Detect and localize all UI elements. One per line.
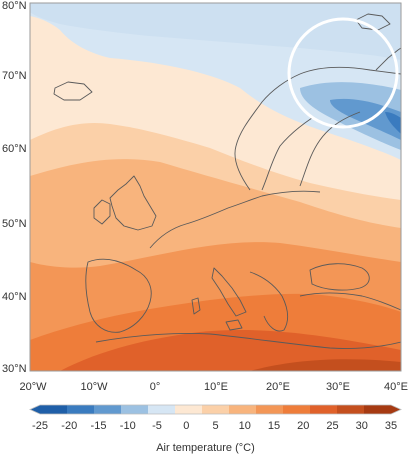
colorbar-swatch xyxy=(256,405,284,414)
colorbar-tick-label: -25 xyxy=(32,420,48,432)
colorbar-swatch xyxy=(148,405,176,414)
colorbar-swatch xyxy=(229,405,257,414)
black-sea xyxy=(309,263,370,291)
colorbar-swatch xyxy=(121,405,149,414)
lat-label-40n: 40°N xyxy=(2,291,27,303)
colorbar-swatch xyxy=(202,405,230,414)
colorbar-swatch xyxy=(364,405,392,414)
svalbard-novaya xyxy=(355,13,391,31)
colorbar-tick-label: -10 xyxy=(119,420,136,432)
colorbar-tick-label: 10 xyxy=(238,420,251,432)
colorbar xyxy=(29,404,402,415)
band-35 xyxy=(250,359,401,371)
colorbar-arrow-high xyxy=(391,405,401,414)
band-minus15 xyxy=(385,112,401,134)
ireland xyxy=(93,199,111,225)
lon-label-20w: 20°W xyxy=(19,381,47,393)
lon-label-0: 0° xyxy=(149,381,161,393)
colorbar-tick-label: -15 xyxy=(90,420,107,432)
western-europe-coast xyxy=(149,190,321,249)
lat-label-80n: 80°N xyxy=(2,0,27,12)
colorbar-swatch xyxy=(175,405,203,414)
north-africa-coast xyxy=(95,333,401,349)
lon-label-10w: 10°W xyxy=(80,381,108,393)
lat-label-60n: 60°N xyxy=(2,143,27,155)
colorbar-tick-label: 20 xyxy=(297,420,310,432)
iceland xyxy=(53,81,93,101)
colorbar-tick-label: 0 xyxy=(183,420,190,432)
finland-coast xyxy=(299,111,361,187)
colorbar-swatch xyxy=(337,405,365,414)
colorbar-tick-label: 15 xyxy=(267,420,281,432)
colorbar-swatch xyxy=(94,405,122,414)
colorbar-swatch xyxy=(283,405,311,414)
colorbar-tick-label: 25 xyxy=(326,420,339,432)
great-britain xyxy=(109,175,157,231)
scandinavia-coast xyxy=(234,66,401,191)
colorbar-swatch xyxy=(40,405,68,414)
colorbar-arrow-low xyxy=(30,405,40,414)
colorbar-frame xyxy=(29,404,402,415)
sweden-baltic-coast xyxy=(261,117,313,191)
balkans-greece xyxy=(249,271,289,332)
band-cold-0 xyxy=(30,3,401,60)
colorbar-title: Air temperature (°C) xyxy=(156,442,255,454)
lon-label-30e: 30°E xyxy=(326,381,350,393)
lat-label-70n: 70°N xyxy=(2,70,27,82)
italy xyxy=(211,267,247,317)
lat-label-50n: 50°N xyxy=(2,218,27,230)
highlight-circle xyxy=(287,17,399,129)
coastlines xyxy=(53,13,401,349)
colorbar-tick-label: -20 xyxy=(61,420,78,432)
colorbar-swatch xyxy=(67,405,95,414)
map-frame xyxy=(29,2,402,372)
sardinia xyxy=(191,297,201,315)
lon-label-20e: 20°E xyxy=(266,381,290,393)
lat-label-30n: 30°N xyxy=(2,363,27,375)
lon-label-40e: 40°E xyxy=(384,381,408,393)
iberia xyxy=(85,258,152,333)
lon-label-10e: 10°E xyxy=(204,381,228,393)
sicily xyxy=(225,319,243,331)
colorbar-swatch xyxy=(310,405,338,414)
colorbar-tick-label: -5 xyxy=(152,420,162,432)
colorbar-tick-label: 30 xyxy=(355,420,368,432)
colorbar-tick-label: 5 xyxy=(212,420,219,432)
turkey xyxy=(299,292,401,311)
colorbar-tick-label: 35 xyxy=(384,420,398,432)
